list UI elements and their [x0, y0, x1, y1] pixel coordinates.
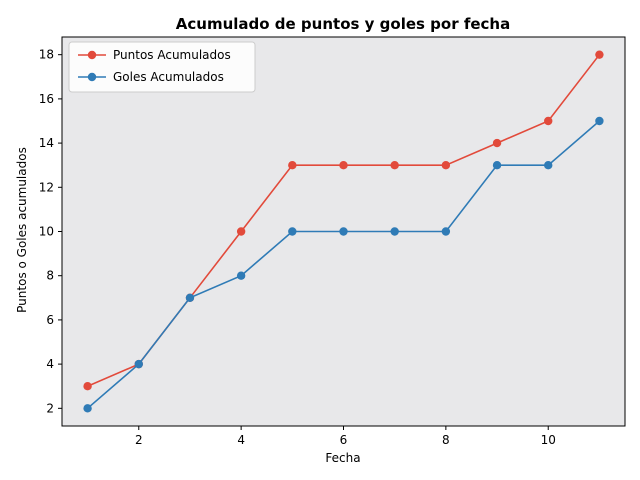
- legend-label: Puntos Acumulados: [113, 48, 231, 62]
- legend-marker: [87, 50, 97, 60]
- x-tick-label: 8: [442, 433, 450, 447]
- data-point: [236, 227, 246, 236]
- y-tick-label: 12: [39, 180, 54, 194]
- series-2: [83, 116, 604, 413]
- x-tick-label: 10: [541, 433, 556, 447]
- data-point: [544, 160, 553, 170]
- legend-box: [68, 41, 256, 93]
- data-point: [185, 293, 195, 303]
- data-point: [339, 160, 348, 170]
- x-axis-label: Fecha: [325, 451, 360, 465]
- legend: Puntos Acumulados Goles Acumulados: [68, 41, 256, 93]
- legend-label: Goles Acumulados: [113, 70, 224, 84]
- legend-marker: [87, 72, 97, 82]
- chart-title: Acumulado de puntos y goles por fecha: [176, 15, 510, 33]
- x-tick-label: 4: [237, 433, 245, 447]
- y-tick-label: 8: [46, 269, 54, 283]
- legend-items: Puntos Acumulados Goles Acumulados: [78, 48, 231, 84]
- x-tick-label: 6: [340, 433, 348, 447]
- data-point: [544, 116, 553, 126]
- data-point: [441, 160, 451, 170]
- data-point: [83, 404, 92, 413]
- data-point: [595, 116, 604, 126]
- data-point: [595, 50, 604, 59]
- data-point: [83, 382, 92, 391]
- data-point: [339, 227, 348, 236]
- data-point: [236, 271, 246, 280]
- data-point: [134, 359, 143, 369]
- y-tick-label: 16: [39, 92, 54, 106]
- x-tick-label: 2: [135, 433, 143, 447]
- y-axis-label: Puntos o Goles acumulados: [15, 147, 29, 313]
- y-tick-label: 10: [39, 225, 54, 239]
- series-layer: [83, 50, 604, 413]
- data-point: [288, 160, 297, 170]
- y-tick-label: 6: [46, 313, 54, 327]
- y-tick-label: 2: [46, 401, 54, 415]
- data-point: [441, 227, 451, 236]
- y-tick-label: 4: [46, 357, 54, 371]
- y-tick-label: 18: [39, 48, 54, 62]
- data-point: [288, 227, 297, 236]
- ticks-layer: 2 4 6 8 10 2 4 6 8 10 12 14 16 18: [39, 48, 556, 447]
- data-point: [492, 138, 502, 148]
- data-point: [492, 160, 502, 170]
- data-point: [390, 227, 399, 236]
- y-tick-label: 14: [39, 136, 54, 150]
- data-point: [390, 160, 399, 170]
